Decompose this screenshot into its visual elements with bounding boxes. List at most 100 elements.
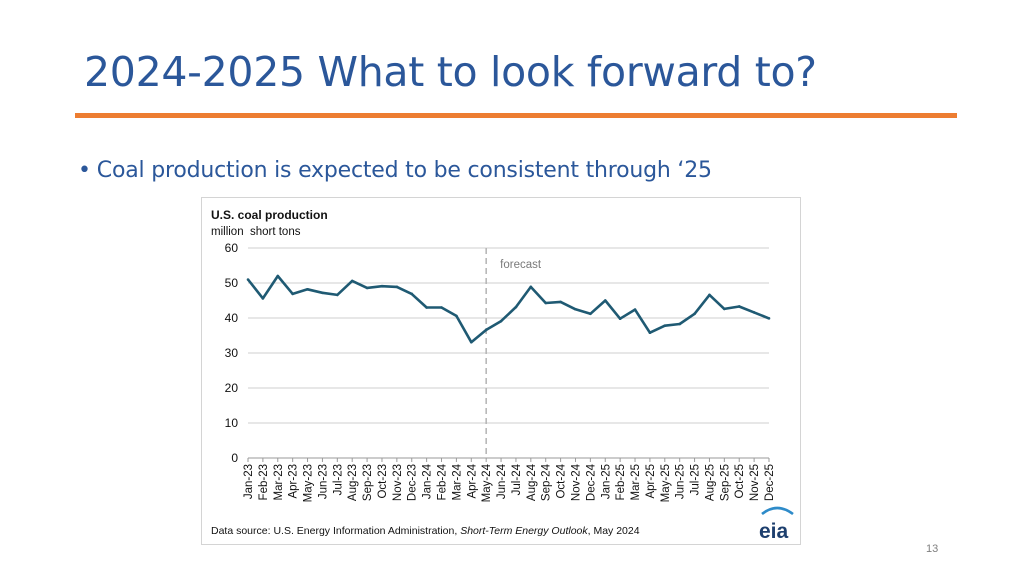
title-underline	[75, 113, 957, 118]
x-tick-label: Aug-23	[347, 464, 359, 501]
data-point	[529, 285, 533, 289]
eia-logo-text: eia	[759, 520, 789, 543]
x-tick-label: Jul-25	[690, 464, 702, 495]
x-tick-label: Oct-24	[556, 463, 568, 498]
x-tick-label: Nov-25	[749, 464, 761, 501]
x-tick-label: May-23	[303, 464, 315, 502]
data-point	[618, 317, 622, 320]
data-point	[648, 331, 652, 334]
data-point	[514, 305, 518, 309]
source-prefix: Data source: U.S. Energy Information Adm…	[211, 525, 460, 537]
x-tick-label: Sep-24	[541, 463, 553, 501]
y-tick-label: 0	[231, 451, 238, 465]
data-point	[261, 297, 265, 300]
x-tick-label: Dec-25	[764, 464, 776, 501]
x-tick-label: Jul-23	[332, 464, 344, 495]
data-point	[499, 319, 503, 323]
x-tick-label: Sep-25	[719, 464, 731, 501]
data-point	[574, 307, 577, 311]
data-point	[440, 306, 443, 309]
x-tick-label: Dec-23	[407, 464, 419, 501]
bullet-text: Coal production is expected to be consis…	[96, 158, 712, 183]
data-point	[663, 324, 667, 327]
x-tick-label: Nov-23	[392, 464, 404, 501]
forecast-label: forecast	[500, 259, 542, 271]
data-point	[723, 307, 726, 311]
chart-subtitle: million short tons	[211, 226, 301, 238]
chart-title: U.S. coal production	[211, 208, 328, 222]
series-layer	[246, 274, 771, 344]
x-tick-label: Jun-25	[675, 464, 687, 499]
data-source-note: Data source: U.S. Energy Information Adm…	[211, 525, 640, 537]
data-point	[321, 291, 324, 295]
data-point	[737, 305, 741, 308]
chart-panel: U.S. coal production million short tons …	[201, 197, 801, 545]
x-tick-label: Nov-24	[570, 463, 582, 501]
y-tick-label: 30	[225, 346, 239, 360]
data-point	[395, 285, 399, 289]
data-point	[291, 292, 294, 296]
data-point	[469, 340, 473, 344]
eia-logo: eia	[759, 506, 794, 543]
coal-production-chart: U.S. coal production million short tons …	[211, 208, 794, 543]
data-point	[350, 279, 354, 283]
y-axis-ticks: 0 10 20 30 40 50 60	[225, 241, 239, 465]
y-tick-label: 60	[225, 241, 239, 255]
x-tick-label: Apr-23	[288, 464, 300, 499]
series-line-0	[246, 274, 770, 344]
source-suffix: , May 2024	[588, 525, 640, 537]
data-point	[380, 284, 384, 288]
data-point	[752, 311, 756, 314]
x-tick-label: Mar-23	[273, 464, 285, 500]
x-tick-label: May-25	[660, 464, 672, 502]
x-tick-label: Apr-25	[645, 464, 657, 499]
x-tick-label: Jun-23	[317, 464, 329, 499]
y-tick-label: 40	[225, 311, 239, 325]
data-point	[365, 286, 369, 290]
x-tick-label: Jan-25	[600, 464, 612, 499]
forecast-region: forecast	[485, 248, 542, 458]
eia-logo-arc	[761, 506, 794, 516]
data-point	[708, 293, 711, 297]
x-tick-label: Mar-24	[451, 463, 463, 500]
x-tick-label: Jan-24	[422, 463, 434, 499]
x-tick-label: Oct-25	[734, 464, 746, 499]
x-tick-label: Sep-23	[362, 464, 374, 501]
x-tick-label: Dec-24	[585, 463, 597, 501]
data-point	[767, 317, 771, 320]
page-number: 13	[926, 543, 939, 555]
data-point	[693, 312, 696, 316]
y-tick-label: 50	[225, 276, 239, 290]
data-point	[336, 293, 339, 297]
data-point	[678, 322, 681, 326]
x-tick-label: Feb-23	[258, 464, 270, 500]
data-point	[306, 288, 309, 291]
x-tick-label: Aug-24	[526, 463, 538, 501]
data-point	[484, 328, 488, 332]
data-point	[544, 301, 548, 305]
x-tick-label: Apr-24	[466, 463, 478, 498]
x-tick-label: Feb-25	[615, 464, 627, 500]
x-tick-label: Feb-24	[437, 463, 449, 500]
source-publication: Short-Term Energy Outlook	[460, 525, 588, 537]
x-tick-label: May-24	[481, 463, 493, 502]
data-point	[246, 278, 250, 281]
x-tick-label: Mar-25	[630, 464, 642, 500]
gridlines	[248, 247, 769, 459]
data-point	[633, 308, 637, 311]
data-point	[455, 314, 458, 318]
data-point	[276, 274, 280, 278]
x-axis-ticks: Jan-23 Feb-23 Mar-23 Apr-23 May-23 Jun-23 Jul-…	[243, 458, 776, 502]
x-tick-label: Jun-24	[496, 463, 508, 499]
data-point	[589, 312, 592, 316]
data-point	[603, 299, 607, 302]
y-tick-label: 10	[225, 416, 239, 430]
data-point	[559, 300, 562, 304]
x-tick-label: Jul-24	[511, 463, 523, 495]
bullet-point: • Coal production is expected to be consi…	[78, 158, 712, 183]
data-point	[425, 306, 428, 309]
y-tick-label: 20	[225, 381, 239, 395]
bullet-marker: •	[78, 158, 91, 183]
data-point	[410, 292, 414, 296]
x-tick-label: Jan-23	[243, 464, 255, 499]
